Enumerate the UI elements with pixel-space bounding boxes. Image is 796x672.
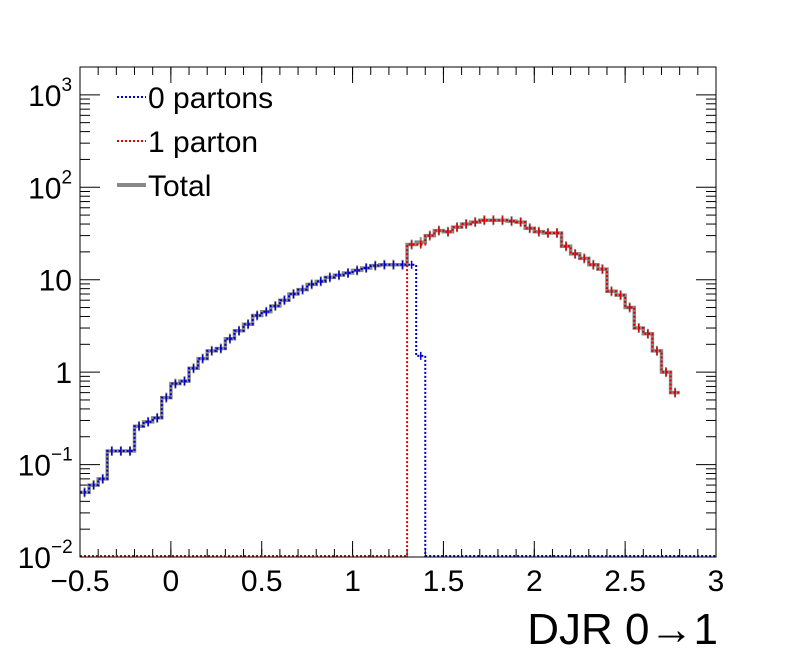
- y-tick-label: 10 2: [28, 167, 72, 205]
- legend-label: 1 parton: [148, 126, 258, 159]
- x-tick-label: 2.5: [604, 565, 646, 598]
- x-tick-label: 1: [344, 565, 361, 598]
- x-tick-label: 0: [163, 565, 180, 598]
- y-tick-base: 10: [18, 542, 51, 575]
- y-tick-label: 10: [39, 265, 72, 298]
- y-tick-label: 1: [55, 357, 72, 390]
- y-tick-exponent: −2: [51, 537, 73, 558]
- x-axis-label: DJR 0→1: [527, 605, 718, 654]
- y-tick-label: 10 −2: [18, 537, 73, 575]
- series-0-partons: [80, 260, 716, 557]
- y-tick-exponent: 3: [62, 75, 73, 96]
- y-tick-label: 10 −1: [18, 445, 73, 483]
- series-layer: [80, 215, 716, 557]
- series-line: [80, 219, 680, 557]
- plot-frame: [79, 66, 717, 558]
- axis-ticks: [79, 66, 717, 558]
- x-tick-label: 2: [526, 565, 543, 598]
- x-tick-label: 3: [708, 565, 725, 598]
- y-tick-base: 10: [18, 450, 51, 483]
- y-tick-base: 10: [28, 80, 61, 113]
- y-tick-exponent: −1: [51, 445, 73, 466]
- series-1-parton: [80, 216, 680, 557]
- legend-entry: 0 partons: [117, 82, 273, 115]
- x-tick-label: 1.5: [423, 565, 465, 598]
- x-tick-label: −0.5: [50, 565, 109, 598]
- legend: 0 partons 1 parton Total: [117, 82, 273, 203]
- y-tick-exponent: 2: [62, 167, 73, 188]
- y-tick-base: 1: [55, 357, 72, 390]
- legend-label: 0 partons: [148, 82, 273, 115]
- legend-label: Total: [148, 170, 211, 203]
- y-tick-label: 10 3: [28, 75, 72, 113]
- x-tick-label: 0.5: [241, 565, 283, 598]
- y-tick-base: 10: [28, 172, 61, 205]
- legend-entry: 1 parton: [117, 126, 258, 159]
- legend-entry: Total: [117, 170, 211, 203]
- y-tick-base: 10: [39, 265, 72, 298]
